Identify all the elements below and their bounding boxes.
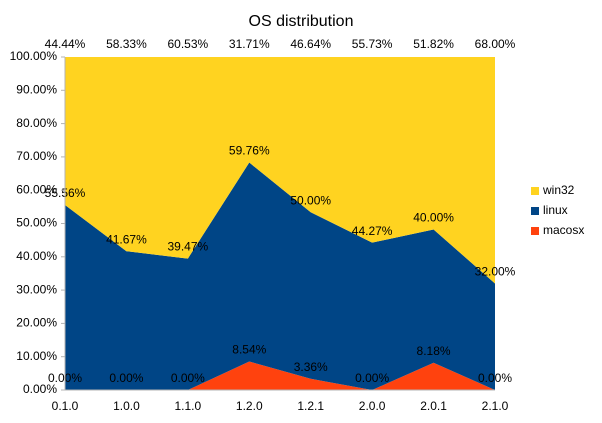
data-label: 46.64%: [290, 37, 331, 51]
x-tick-label: 2.0.0: [359, 399, 386, 413]
legend-label: linux: [543, 203, 568, 217]
area: [65, 162, 495, 390]
legend-label: macosx: [543, 223, 584, 237]
x-tick-label: 1.2.1: [297, 399, 324, 413]
data-label: 0.00%: [109, 371, 143, 385]
y-tick-label: 40.00%: [16, 249, 57, 263]
data-label: 31.71%: [229, 37, 270, 51]
legend-label: win32: [542, 183, 575, 197]
data-label: 3.36%: [294, 360, 328, 374]
data-label: 8.54%: [232, 343, 266, 357]
legend-swatch: [531, 187, 539, 195]
y-tick-label: 0.00%: [23, 382, 57, 396]
y-tick-label: 50.00%: [16, 216, 57, 230]
data-label: 0.00%: [355, 371, 389, 385]
x-tick-label: 0.1.0: [52, 399, 79, 413]
y-tick-label: 10.00%: [16, 349, 57, 363]
legend-swatch: [531, 207, 539, 215]
data-label: 41.67%: [106, 232, 147, 246]
y-tick-label: 30.00%: [16, 282, 57, 296]
x-tick-label: 2.0.1: [420, 399, 447, 413]
data-label: 60.53%: [168, 37, 209, 51]
data-label: 0.00%: [478, 371, 512, 385]
data-label: 40.00%: [413, 211, 454, 225]
area: [65, 56, 495, 284]
data-label: 44.27%: [352, 224, 393, 238]
data-label: 51.82%: [413, 37, 454, 51]
data-label: 44.44%: [45, 37, 86, 51]
x-tick-label: 1.1.0: [175, 399, 202, 413]
x-tick-label: 1.2.0: [236, 399, 263, 413]
y-tick-label: 100.00%: [10, 49, 58, 63]
x-tick-label: 2.1.0: [482, 399, 509, 413]
y-tick-label: 70.00%: [16, 149, 57, 163]
y-tick-label: 60.00%: [16, 182, 57, 196]
data-label: 32.00%: [475, 265, 516, 279]
y-tick-label: 90.00%: [16, 82, 57, 96]
legend-swatch: [531, 227, 539, 235]
y-tick-label: 80.00%: [16, 116, 57, 130]
data-label: 58.33%: [106, 37, 147, 51]
data-label: 39.47%: [168, 240, 209, 254]
data-label: 59.76%: [229, 144, 270, 158]
area: [65, 361, 495, 390]
data-label: 50.00%: [290, 193, 331, 207]
data-label: 68.00%: [475, 37, 516, 51]
data-label: 8.18%: [417, 344, 451, 358]
data-label: 0.00%: [171, 371, 205, 385]
y-tick-label: 20.00%: [16, 316, 57, 330]
data-label: 55.73%: [352, 37, 393, 51]
x-tick-label: 1.0.0: [113, 399, 140, 413]
chart-title: OS distribution: [249, 13, 354, 30]
